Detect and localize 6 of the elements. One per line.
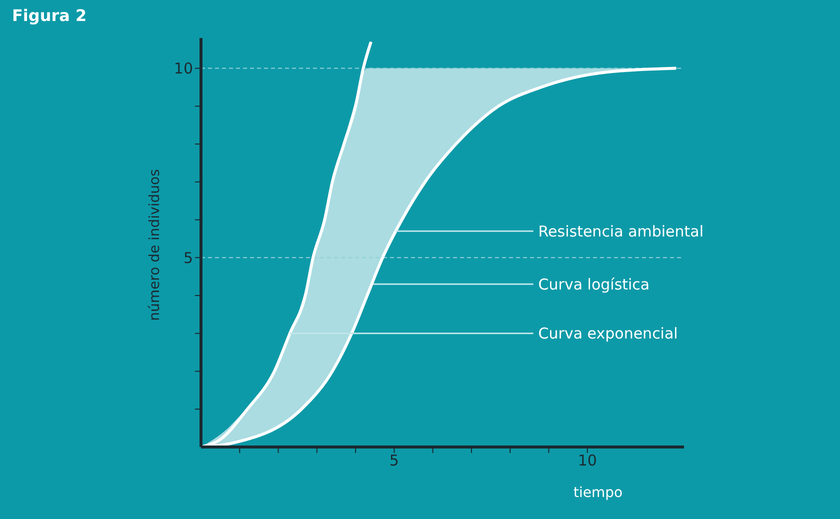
y-axis-title: número de individuos: [147, 169, 163, 321]
annotation: Curva logística: [538, 275, 650, 294]
x-axis-title: tiempo: [573, 485, 623, 501]
text: Figura 2: [12, 6, 87, 25]
annotation: Resistencia ambiental: [538, 222, 704, 240]
annotation: Curva exponencial: [538, 324, 678, 343]
